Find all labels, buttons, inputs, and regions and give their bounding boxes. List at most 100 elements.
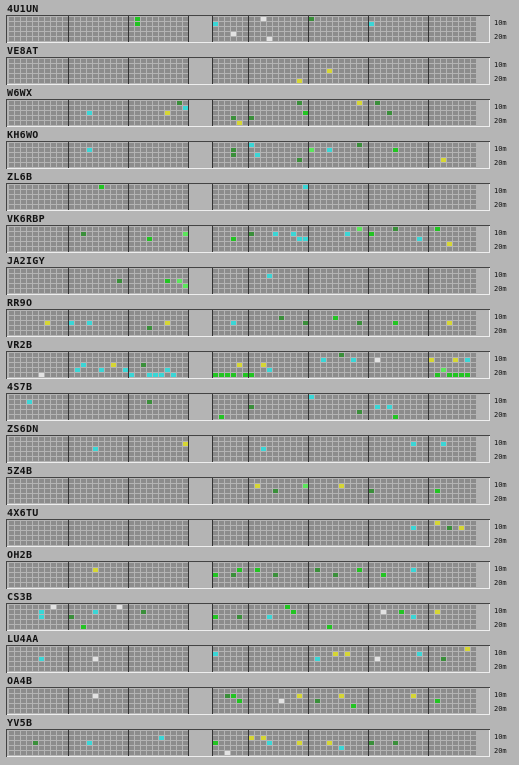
grid-cell (129, 190, 134, 194)
grid-cell (393, 106, 398, 110)
grid-cell (327, 447, 332, 451)
grid-cell (21, 489, 26, 493)
grid-cell (99, 163, 104, 167)
grid-cell (387, 489, 392, 493)
grid-cell (135, 400, 140, 404)
grid-cell (465, 101, 470, 105)
grid-cell (429, 200, 434, 204)
grid-cell (165, 536, 170, 540)
grid-cell (141, 447, 146, 451)
grid-cell (405, 59, 410, 63)
grid-cell (447, 452, 452, 456)
grid-cell (39, 106, 44, 110)
grid-cell (255, 111, 260, 115)
grid-cell (219, 499, 224, 503)
grid-cell (63, 316, 68, 320)
grid-cell (213, 69, 218, 73)
grid-cell (237, 284, 242, 288)
grid-cell (9, 573, 14, 577)
grid-cell (417, 311, 422, 315)
grid-cell (315, 242, 320, 246)
activity-cell-green (231, 373, 236, 377)
grid-cell (285, 205, 290, 209)
grid-cell (285, 158, 290, 162)
grid-cell (297, 185, 302, 189)
grid-cell (465, 205, 470, 209)
grid-cell (285, 363, 290, 367)
grid-cell (267, 32, 272, 36)
grid-cell (117, 457, 122, 461)
grid-cell (387, 247, 392, 251)
station-row: 4X6TU 10m 20m (0, 508, 519, 550)
grid-cell (333, 321, 338, 325)
grid-cell (87, 279, 92, 283)
grid-cell (99, 247, 104, 251)
grid-cell (459, 247, 464, 251)
grid-cell (27, 368, 32, 372)
grid-cell (285, 37, 290, 41)
grid-cell (447, 326, 452, 330)
grid-cell (153, 200, 158, 204)
grid-cell (309, 163, 314, 167)
grid-cell (129, 17, 134, 21)
grid-cell (285, 447, 290, 451)
activity-cell-green (303, 111, 308, 115)
grid-cell (21, 64, 26, 68)
grid-cell (399, 373, 404, 377)
grid-cell (99, 22, 104, 26)
grid-cell (39, 69, 44, 73)
grid-cell (345, 121, 350, 125)
grid-cell (165, 185, 170, 189)
grid-cell (285, 74, 290, 78)
grid-cell (411, 153, 416, 157)
grid-cell (159, 242, 164, 246)
grid-cell (141, 242, 146, 246)
grid-cell (285, 457, 290, 461)
grid-cell (237, 195, 242, 199)
grid-cell (39, 158, 44, 162)
grid-cell (231, 269, 236, 273)
grid-cell (435, 32, 440, 36)
grid-cell (111, 489, 116, 493)
grid-cell (39, 410, 44, 414)
grid-cell (171, 121, 176, 125)
grid-cell (117, 274, 122, 278)
grid-cell (315, 447, 320, 451)
activity-cell-darkgreen (339, 353, 344, 357)
grid-cell (171, 195, 176, 199)
grid-cell (351, 452, 356, 456)
grid-cell (411, 17, 416, 21)
grid-cell (249, 242, 254, 246)
grid-cell (321, 447, 326, 451)
grid-cell (315, 284, 320, 288)
grid-cell (135, 37, 140, 41)
grid-cell (117, 227, 122, 231)
activity-cell-cyan (369, 22, 374, 26)
grid-cell (57, 17, 62, 21)
grid-cell (15, 284, 20, 288)
grid-cell (321, 289, 326, 293)
grid-cell (315, 279, 320, 283)
grid-cell (159, 363, 164, 367)
grid-cell (9, 521, 14, 525)
grid-cell (117, 111, 122, 115)
grid-cell (243, 400, 248, 404)
grid-cell (177, 353, 182, 357)
grid-cell (129, 353, 134, 357)
grid-cell (51, 111, 56, 115)
grid-cell (351, 531, 356, 535)
grid-cell (471, 437, 476, 441)
grid-cell (315, 22, 320, 26)
grid-cell (327, 400, 332, 404)
grid-cell (81, 121, 86, 125)
grid-cell (345, 279, 350, 283)
grid-cell (135, 368, 140, 372)
grid-cell (21, 499, 26, 503)
grid-cell (441, 494, 446, 498)
activity-cell-cyan (309, 395, 314, 399)
grid-cell (327, 205, 332, 209)
grid-cell (381, 405, 386, 409)
grid-cell (411, 79, 416, 83)
grid-cell (471, 494, 476, 498)
grid-cell (9, 232, 14, 236)
